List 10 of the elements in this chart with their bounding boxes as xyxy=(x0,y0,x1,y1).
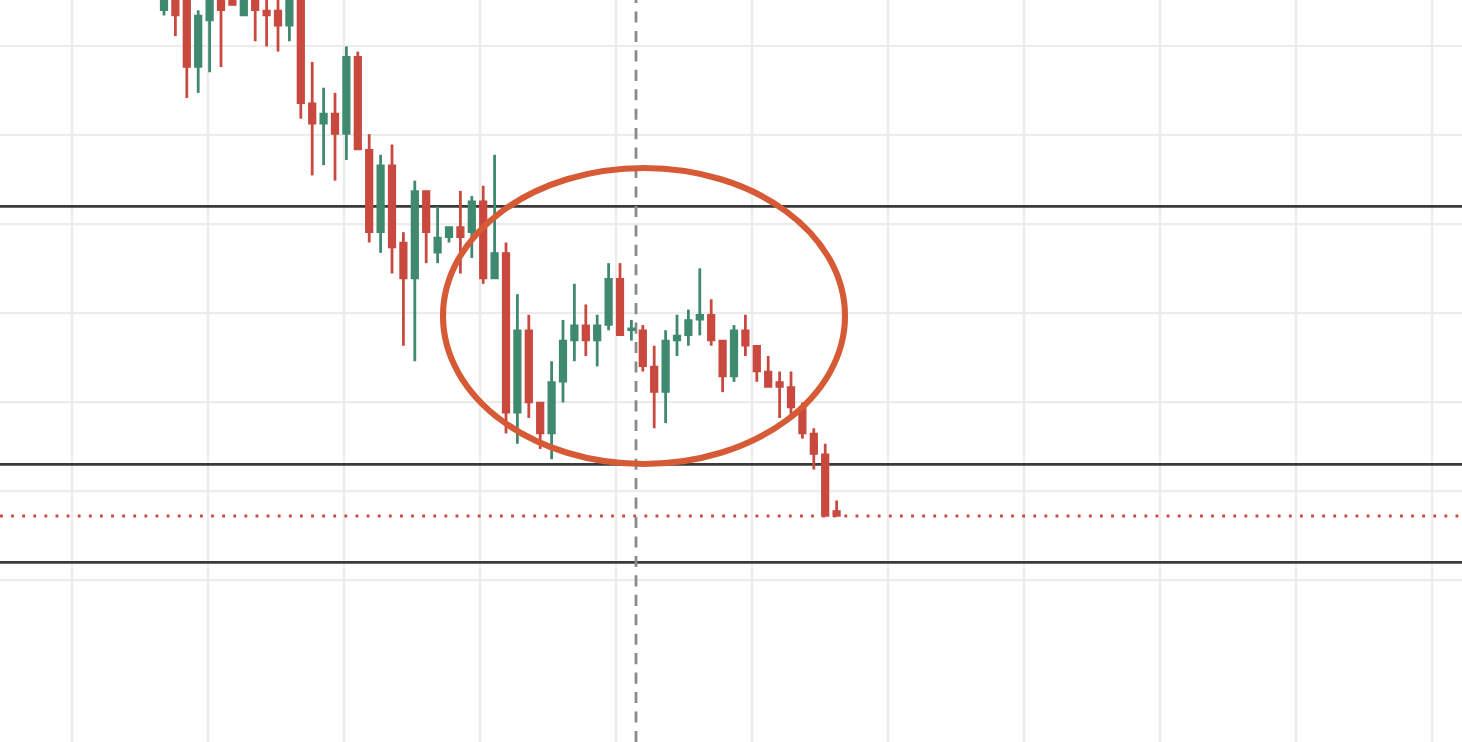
candlestick xyxy=(729,323,739,384)
candlestick xyxy=(456,189,465,275)
candlestick xyxy=(285,0,294,43)
candlestick xyxy=(467,194,476,260)
candlestick xyxy=(422,189,431,265)
candlestick xyxy=(330,91,340,182)
candlestick xyxy=(490,153,499,281)
candlestick xyxy=(581,303,590,358)
candlestick xyxy=(627,318,636,342)
candlestick xyxy=(319,86,328,167)
